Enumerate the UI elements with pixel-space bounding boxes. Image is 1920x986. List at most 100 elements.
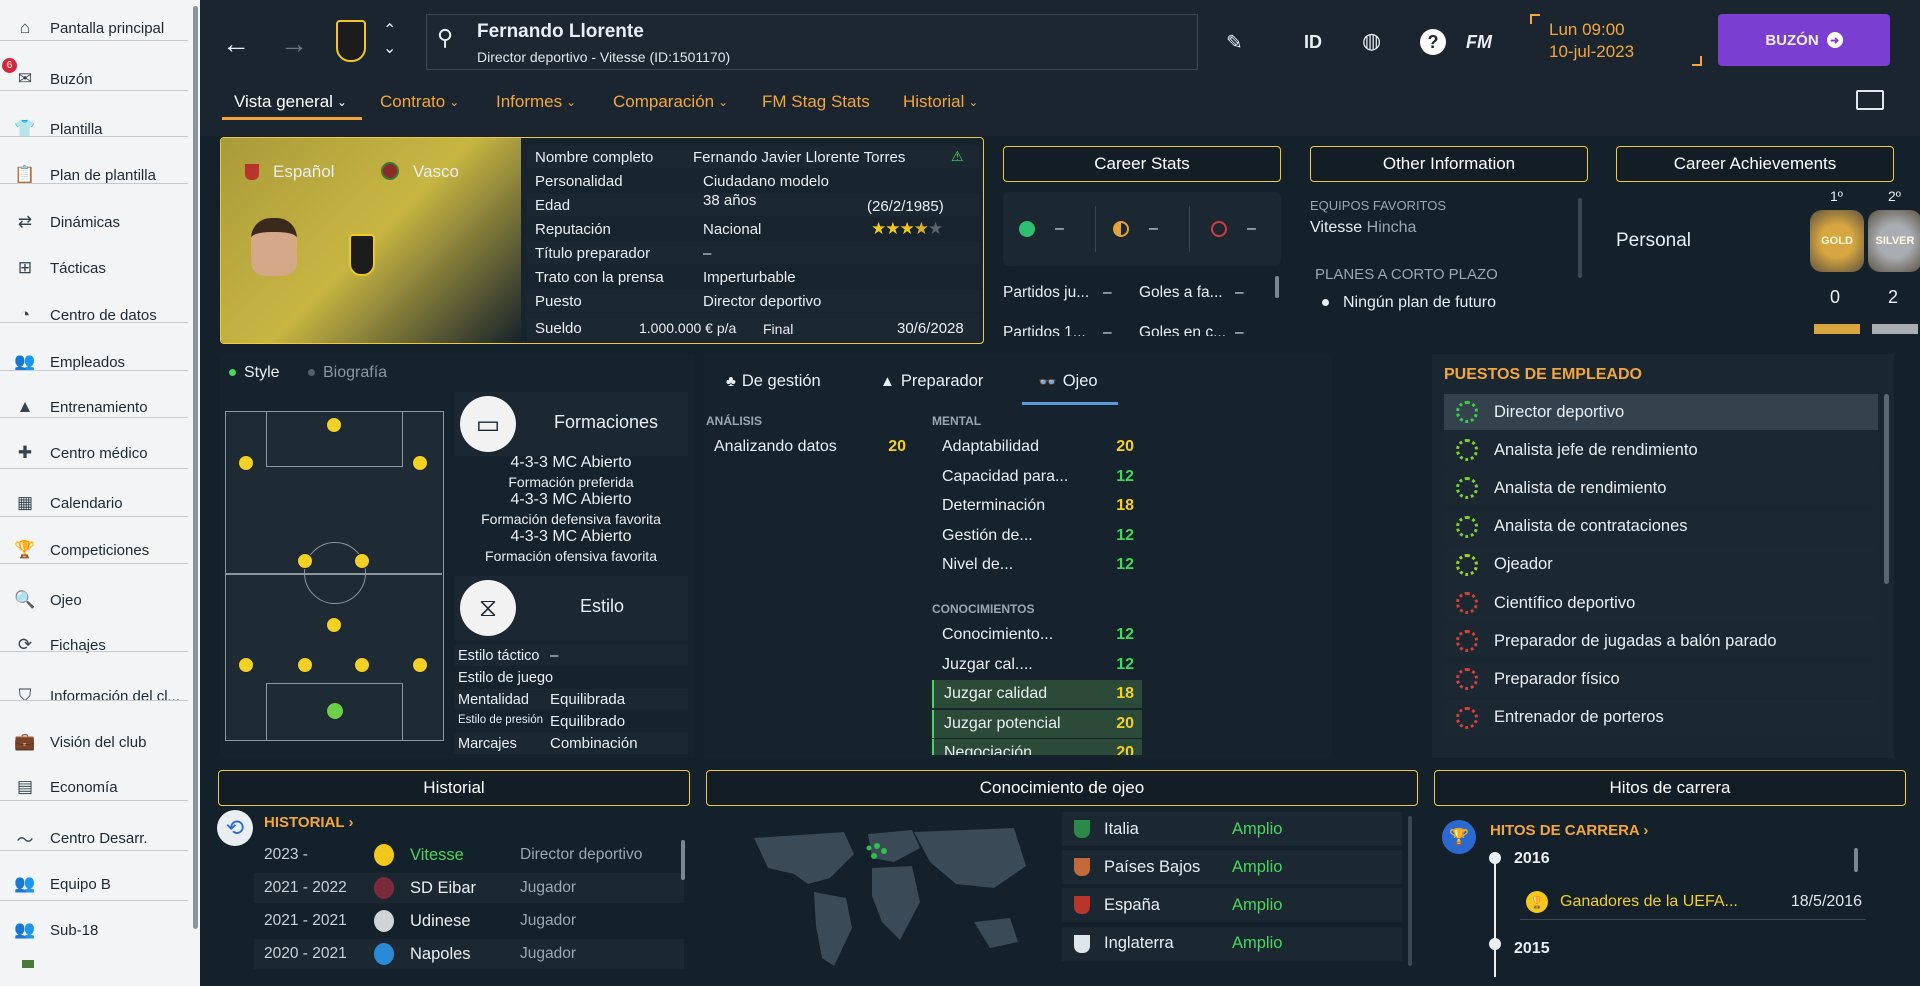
tab-5[interactable]: Historial ⌄ [903,92,978,112]
sidebar-scrollbar[interactable] [193,6,198,929]
sidebar-item[interactable]: ⌂ Pantalla principal [0,8,188,48]
sidebar-item[interactable]: ⇄ Dinámicas [0,202,188,242]
globe-icon[interactable]: ◍ [1362,28,1382,53]
scrollbar[interactable] [1578,198,1582,278]
sidebar-item[interactable]: 🔍 Ojeo [0,580,188,620]
attribute-row[interactable]: Juzgar cal.... 12 [932,651,1142,679]
style-row-value[interactable]: Equilibrado [550,713,626,730]
sidebar-item[interactable]: 🏆 Competiciones [0,530,188,570]
tab-4[interactable]: FM Stag Stats [762,92,870,112]
attribute-row[interactable]: Juzgar calidad 18 [932,680,1142,708]
nation-row[interactable]: Italia Amplio [1062,812,1402,846]
staff-role-row[interactable]: Ojeador [1444,546,1878,583]
profile-field-value[interactable]: Fernando Javier Llorente Torres [693,149,906,166]
forward-arrow-icon[interactable]: → [280,28,308,59]
tab-1[interactable]: Contrato ⌄ [380,92,459,112]
attribute-row[interactable]: Analizando datos 20 [704,433,914,461]
attribute-row[interactable]: Adaptabilidad 20 [932,433,1142,461]
attribute-row[interactable]: Determinación 18 [932,492,1142,520]
nation-row[interactable]: Inglaterra Amplio [1062,926,1402,961]
tab-ojeo[interactable]: 👓 Ojeo [1038,372,1098,391]
staff-role-row[interactable]: Director deportivo [1444,394,1878,430]
back-arrow-icon[interactable]: ← [222,28,250,59]
sidebar-item[interactable]: 👕 Plantilla [0,109,188,149]
sidebar-item[interactable]: 👥 Equipo B [0,864,188,904]
game-date[interactable]: 10-jul-2023 [1549,42,1635,61]
salary-value[interactable]: 1.000.000 € p/a [639,320,737,336]
profile-field-value[interactable]: Ciudadano modelo [703,173,829,190]
inbox-button[interactable]: BUZÓN ➜ [1718,14,1890,66]
attribute-row[interactable]: Nivel de... 12 [932,551,1142,579]
sidebar-item[interactable]: 📋 Plan de plantilla [0,155,188,195]
profile-field-value[interactable]: – [703,245,712,262]
milestone-event-row[interactable]: 🏆 Ganadores de la UEFA... 18/5/2016 [1520,884,1866,920]
tab-0[interactable]: Vista general ⌄ [234,92,347,112]
nation-row[interactable]: Países Bajos Amplio [1062,850,1402,885]
sidebar-item[interactable]: ✉ Buzón [0,59,188,99]
scrollbar[interactable] [1275,276,1279,298]
sidebar-item[interactable]: ✚ Centro médico [0,433,188,473]
sidebar-item[interactable]: ⟳ Fichajes [0,625,188,665]
scrollbar[interactable] [1854,848,1858,872]
sidebar-item[interactable]: 〜 Centro Desarr. [0,818,188,858]
nationality[interactable]: Español [273,162,335,181]
history-row[interactable]: 2023 - Vitesse Director deportivo [254,840,684,870]
style-row-value[interactable]: Equilibrada [550,691,626,708]
tab-3[interactable]: Comparación ⌄ [613,92,728,112]
tab-preparador[interactable]: ▲ Preparador [880,372,983,391]
history-row[interactable]: 2021 - 2022 SD Eibar Jugador [254,873,684,903]
sidebar-item[interactable]: ▲ Entrenamiento [0,387,188,427]
history-row[interactable]: 2020 - 2021 Napoles Jugador [254,939,684,969]
nation-row[interactable]: España Amplio [1062,888,1402,923]
tab-biography[interactable]: Biografía [323,364,388,381]
second-nationality[interactable]: Vasco [413,162,459,181]
style-row-value[interactable]: – [550,647,559,664]
profile-field-value[interactable]: Nacional [703,221,762,238]
formation-name[interactable]: 4-3-3 MC Abierto [510,491,632,508]
attribute-row[interactable]: Capacidad para... 12 [932,463,1142,491]
staff-role-row[interactable]: Preparador físico [1444,661,1878,698]
monitor-icon[interactable] [1856,90,1884,110]
style-row-value[interactable]: Combinación [550,735,638,752]
scout-knowledge-title[interactable]: Conocimiento de ojeo [706,770,1418,806]
club-crest-icon[interactable] [336,20,366,62]
milestones-link[interactable]: HITOS DE CARRERA › [1490,822,1648,839]
tab-style[interactable]: Style [244,364,280,381]
tab-2[interactable]: Informes ⌄ [496,92,576,112]
formation-name[interactable]: 4-3-3 MC Abierto [510,528,632,545]
attribute-row[interactable]: Gestión de... 12 [932,522,1142,550]
staff-role-row[interactable]: Analista de rendimiento [1444,470,1878,507]
fm-logo-button[interactable]: FM [1466,32,1492,52]
attribute-row[interactable]: Juzgar potencial 20 [932,709,1142,738]
scrollbar[interactable] [1884,394,1889,584]
staff-role-row[interactable]: Entrenador de porteros [1444,699,1878,736]
staff-role-row[interactable]: Analista de contrataciones [1444,508,1878,545]
sidebar-item[interactable]: ⊞ Tácticas [0,248,188,288]
profile-field-value[interactable]: Imperturbable [703,269,796,286]
career-milestones-title[interactable]: Hitos de carrera [1434,770,1906,806]
sidebar-item[interactable]: 💼 Visión del club [0,722,188,762]
attribute-row[interactable]: Conocimiento... 12 [932,621,1142,649]
medal-gold-icon[interactable]: GOLD [1810,210,1864,272]
scrollbar[interactable] [681,840,685,880]
sidebar-item[interactable]: ◔ Centro de datos [0,295,188,335]
scrollbar[interactable] [1408,816,1412,966]
sidebar-item[interactable]: 👥 Sub-18 [0,910,188,950]
staff-role-row[interactable]: Científico deportivo [1444,585,1878,621]
contract-end-date[interactable]: 30/6/2028 [897,320,964,337]
staff-role-row[interactable]: Preparador de jugadas a balón parado [1444,623,1878,660]
id-button[interactable]: ID [1304,32,1322,52]
history-link[interactable]: HISTORIAL › [264,814,353,831]
history-row[interactable]: 2021 - 2021 Udinese Jugador [254,906,684,936]
sidebar-item[interactable]: 👥 Empleados [0,342,188,382]
tab-de-gestión[interactable]: ♣ De gestión [726,372,821,391]
sidebar-item[interactable]: ⛉ Información del cl... [0,676,188,716]
profile-field-value[interactable]: 38 años [703,194,757,209]
sidebar-item[interactable]: ▤ Economía [0,767,188,807]
game-time[interactable]: Lun 09:00 [1549,20,1625,39]
formation-name[interactable]: 4-3-3 MC Abierto [510,454,632,471]
help-icon[interactable]: ? [1420,29,1446,55]
sidebar-item[interactable]: ▦ Calendario [0,483,188,523]
medal-silver-icon[interactable]: SILVER [1868,210,1920,272]
staff-role-row[interactable]: Analista jefe de rendimiento [1444,432,1878,469]
